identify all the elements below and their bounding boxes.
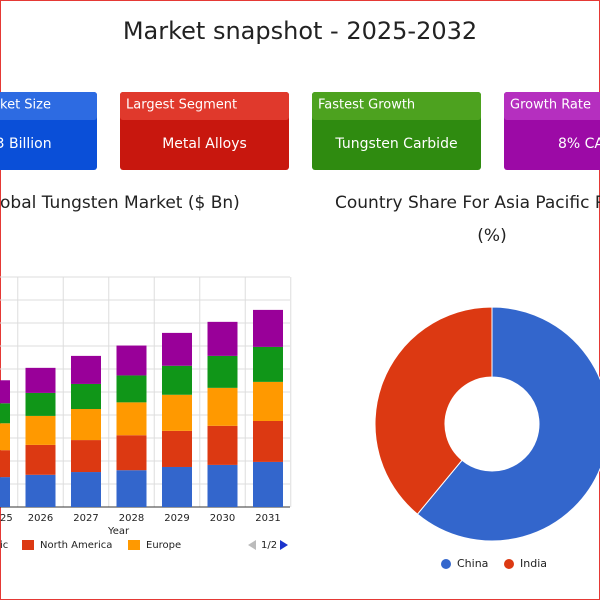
bar-segment xyxy=(207,355,238,388)
bar-segment xyxy=(0,380,10,404)
card-value: 8% CA xyxy=(558,136,600,152)
bar-segment xyxy=(253,420,283,462)
page-title: Market snapshot - 2025-2032 xyxy=(123,17,477,45)
legend-swatch xyxy=(22,540,34,550)
card-value: Metal Alloys xyxy=(162,136,247,152)
legend-swatch xyxy=(128,540,140,550)
bar-segment xyxy=(253,461,283,507)
legend-page: 1/2 xyxy=(261,540,277,551)
bar-segment xyxy=(0,423,10,451)
card-label: ket Size xyxy=(0,98,51,113)
bar-segment xyxy=(253,309,283,347)
bar-segment xyxy=(162,394,192,431)
card-header xyxy=(120,92,289,120)
bar-segment xyxy=(25,367,56,393)
legend-label: North America xyxy=(40,540,112,551)
bar-chart-title: obal Tungsten Market ($ Bn) xyxy=(0,193,240,213)
x-tick-label: 2027 xyxy=(73,513,98,524)
bar-segment xyxy=(0,403,10,424)
bar-segment xyxy=(116,345,147,376)
bar-segment xyxy=(25,392,56,416)
bar-segment xyxy=(25,415,56,445)
legend-label: Europe xyxy=(146,540,181,551)
bar-segment xyxy=(25,444,56,475)
bar-segment xyxy=(162,466,192,507)
bar-segment xyxy=(71,440,101,473)
card-value: 5.13 Billion xyxy=(0,136,52,152)
x-tick-label: 2030 xyxy=(210,513,235,524)
bar-segment xyxy=(116,435,147,471)
bar-segment xyxy=(0,477,10,507)
bar-segment xyxy=(207,425,238,465)
bar-segment xyxy=(25,474,56,507)
pie-subtitle: (%) xyxy=(477,226,506,246)
card-label: Growth Rate xyxy=(510,98,591,113)
legend-dot xyxy=(504,559,514,569)
x-tick-label: 2028 xyxy=(119,513,144,524)
bar-segment xyxy=(116,375,147,403)
bar-segment xyxy=(116,470,147,507)
card-value: Tungsten Carbide xyxy=(334,136,457,152)
card-label: Fastest Growth xyxy=(318,98,415,113)
x-tick-label: 2031 xyxy=(255,513,280,524)
bar-segment xyxy=(162,430,192,467)
x-tick-label: 2029 xyxy=(164,513,189,524)
bar-segment xyxy=(71,472,101,507)
legend-label: China xyxy=(457,557,488,570)
bar-segment xyxy=(207,464,238,507)
card-header xyxy=(504,92,600,120)
bar-segment xyxy=(207,321,238,356)
pie-title: Country Share For Asia Pacific R xyxy=(335,193,600,213)
bar-segment xyxy=(253,346,283,382)
bar-segment xyxy=(207,387,238,426)
card-label: Largest Segment xyxy=(126,98,237,113)
bar-segment xyxy=(71,409,101,441)
card-header xyxy=(0,92,97,120)
pie-slice xyxy=(374,306,493,515)
bar-segment xyxy=(162,365,192,395)
bar-segment xyxy=(116,402,147,436)
bar-segment xyxy=(71,355,101,384)
legend-next xyxy=(280,540,288,550)
legend-prev xyxy=(248,540,256,550)
bar-segment xyxy=(253,381,283,421)
card-header xyxy=(312,92,481,120)
legend-label: India xyxy=(520,557,547,570)
pie-slice xyxy=(416,306,600,542)
x-axis-label: Year xyxy=(107,526,130,537)
legend-label: ic xyxy=(0,540,8,551)
bar-segment xyxy=(71,383,101,410)
legend-dot xyxy=(441,559,451,569)
bar-segment xyxy=(162,332,192,366)
bar-segment xyxy=(0,450,10,478)
x-tick-label: 25 xyxy=(0,513,13,524)
x-tick-label: 2026 xyxy=(28,513,53,524)
